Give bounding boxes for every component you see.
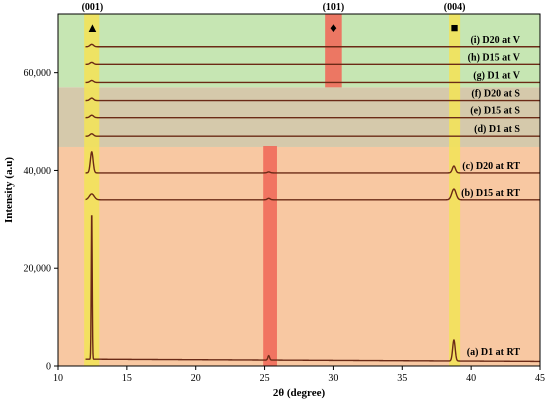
x-tick-label: 40 [466, 373, 476, 384]
series-line-a-d1-at-rt [85, 215, 540, 363]
series-label-a-d1-at-rt: (a) D1 at RT [467, 347, 521, 358]
peak-label-001: (001) [82, 2, 104, 13]
peak-marker-101: ♦ [330, 20, 337, 35]
x-tick-label: 45 [535, 373, 545, 384]
series-label-d-d1-at-s: (d) D1 at S [474, 124, 520, 135]
series-label-f-d20-at-s: (f) D20 at S [471, 89, 520, 100]
plot-frame [57, 13, 541, 367]
y-tick-label: 0 [46, 362, 51, 373]
series-line-f-d20-at-s [85, 97, 540, 102]
series-line-h-d15-at-v [85, 61, 540, 66]
x-tick-label: 10 [53, 373, 63, 384]
series-lines [85, 43, 540, 363]
peak-marker-004: ■ [451, 20, 459, 35]
y-tick-label: 20,000 [24, 264, 52, 275]
series-label-h-d15-at-v: (h) D15 at V [468, 52, 521, 63]
series-label-g-d1-at-v: (g) D1 at V [473, 70, 521, 81]
series-line-e-d15-at-s [85, 114, 540, 119]
region-rt [58, 146, 540, 366]
y-tick-label: 40,000 [24, 166, 52, 177]
highlight-band-4 [325, 14, 342, 88]
x-tick-label: 25 [260, 373, 270, 384]
series-line-g-d1-at-v [85, 79, 540, 84]
x-tick-label: 30 [328, 373, 338, 384]
x-tick-label: 15 [122, 373, 132, 384]
y-tick-label: 60,000 [24, 68, 52, 79]
series-label-i-d20-at-v: (i) D20 at V [470, 35, 520, 46]
peak-marker-001: ▲ [86, 20, 99, 35]
region-v [58, 14, 540, 88]
x-tick-label: 20 [191, 373, 201, 384]
series-label-e-d15-at-s: (e) D15 at S [470, 106, 520, 117]
highlight-band-1 [84, 14, 100, 366]
series-line-d-d1-at-s [85, 133, 540, 137]
series-line-b-d15-at-rt [85, 188, 540, 201]
peak-annotations: (001) ▲ (101) ♦ (004) ■ [82, 2, 466, 35]
y-axis-title: Intensity (a.u) [3, 157, 15, 223]
peak-label-101: (101) [323, 2, 345, 13]
highlight-band-3 [263, 146, 277, 366]
axes: 10 15 20 25 30 35 40 45 0 20,000 40,000 60,000 [24, 13, 545, 384]
series-label-c-d20-at-rt: (c) D20 at RT [462, 161, 520, 172]
peak-label-004: (004) [444, 2, 466, 13]
x-axis-title: 2θ (degree) [273, 387, 326, 399]
series-line-c-d20-at-rt [85, 151, 540, 174]
x-tick-label: 35 [397, 373, 407, 384]
series-label-b-d15-at-rt: (b) D15 at RT [461, 188, 520, 199]
series-labels: (a) D1 at RT (b) D15 at RT (c) D20 at RT (d… [461, 35, 521, 358]
series-line-i-d20-at-v [85, 43, 540, 48]
